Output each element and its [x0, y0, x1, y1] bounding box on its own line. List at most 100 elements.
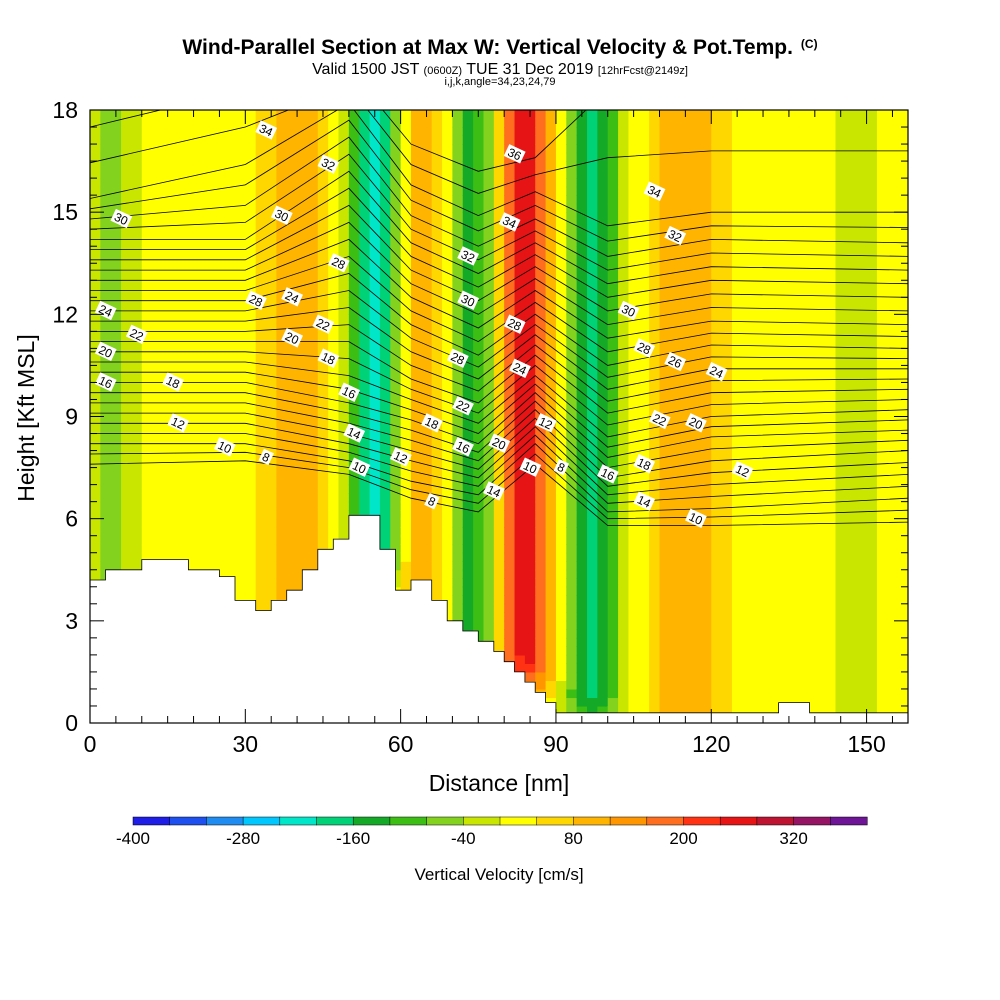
- velocity-cell: [100, 195, 112, 205]
- velocity-cell: [410, 288, 422, 298]
- velocity-cell: [711, 442, 723, 452]
- velocity-cell: [131, 484, 143, 494]
- velocity-cell: [121, 280, 133, 290]
- velocity-cell: [224, 399, 236, 409]
- velocity-cell: [649, 339, 661, 349]
- velocity-cell: [297, 288, 309, 298]
- velocity-cell: [566, 356, 578, 367]
- velocity-cell: [255, 161, 267, 171]
- velocity-cell: [493, 254, 505, 264]
- velocity-cell: [545, 169, 557, 179]
- velocity-cell: [297, 518, 309, 528]
- velocity-cell: [462, 263, 474, 273]
- velocity-cell: [721, 203, 733, 213]
- velocity-cell: [410, 373, 422, 384]
- velocity-cell: [669, 382, 681, 392]
- velocity-cell: [721, 356, 733, 367]
- velocity-cell: [286, 118, 298, 128]
- velocity-cell: [742, 510, 754, 520]
- velocity-cell: [400, 271, 412, 281]
- velocity-cell: [442, 399, 454, 409]
- velocity-cell: [794, 433, 806, 443]
- velocity-cell: [742, 390, 754, 401]
- velocity-cell: [131, 561, 143, 571]
- velocity-cell: [90, 493, 101, 503]
- velocity-cell: [297, 263, 309, 273]
- velocity-cell: [721, 152, 733, 162]
- velocity-cell: [131, 297, 143, 307]
- velocity-cell: [410, 118, 422, 128]
- velocity-cell: [410, 416, 422, 426]
- velocity-cell: [369, 390, 381, 401]
- velocity-cell: [773, 680, 785, 690]
- velocity-cell: [400, 254, 412, 264]
- velocity-cell: [783, 331, 795, 341]
- velocity-cell: [224, 501, 236, 511]
- velocity-cell: [266, 399, 277, 409]
- velocity-cell: [100, 271, 112, 281]
- velocity-cell: [535, 322, 547, 332]
- velocity-cell: [638, 135, 650, 145]
- velocity-cell: [628, 612, 640, 622]
- velocity-cell: [431, 237, 443, 247]
- velocity-cell: [359, 407, 371, 418]
- velocity-cell: [493, 339, 505, 349]
- velocity-cell: [690, 127, 702, 137]
- velocity-cell: [100, 544, 112, 554]
- velocity-cell: [369, 186, 381, 196]
- velocity-cell: [566, 416, 578, 426]
- velocity-cell: [214, 271, 226, 281]
- velocity-cell: [410, 161, 422, 171]
- velocity-cell: [266, 271, 277, 281]
- velocity-cell: [628, 578, 640, 588]
- velocity-cell: [742, 186, 754, 196]
- velocity-cell: [514, 280, 526, 290]
- velocity-cell: [483, 527, 495, 537]
- velocity-cell: [752, 654, 764, 665]
- velocity-cell: [669, 288, 681, 298]
- velocity-cell: [773, 186, 785, 196]
- velocity-cell: [255, 535, 267, 545]
- velocity-cell: [504, 178, 516, 188]
- velocity-cell: [452, 339, 464, 349]
- velocity-cell: [348, 510, 360, 520]
- velocity-cell: [297, 450, 309, 460]
- velocity-cell: [680, 697, 692, 707]
- velocity-cell: [504, 518, 516, 528]
- velocity-cell: [203, 399, 215, 409]
- velocity-cell: [731, 280, 743, 290]
- velocity-cell: [680, 246, 692, 256]
- velocity-cell: [183, 552, 195, 562]
- velocity-cell: [763, 212, 774, 222]
- velocity-cell: [234, 339, 246, 349]
- velocity-cell: [773, 203, 785, 213]
- velocity-cell: [328, 416, 340, 426]
- velocity-cell: [255, 476, 267, 486]
- velocity-cell: [214, 467, 226, 477]
- velocity-cell: [172, 552, 184, 562]
- velocity-cell: [141, 535, 153, 545]
- velocity-cell: [162, 212, 174, 222]
- velocity-cell: [286, 229, 298, 239]
- velocity-cell: [400, 518, 412, 528]
- velocity-cell: [462, 433, 474, 443]
- velocity-cell: [141, 212, 153, 222]
- velocity-cell: [431, 552, 443, 562]
- velocity-cell: [607, 552, 619, 562]
- velocity-cell: [421, 476, 433, 486]
- velocity-cell: [783, 654, 795, 665]
- velocity-cell: [752, 322, 764, 332]
- velocity-cell: [286, 467, 298, 477]
- velocity-cell: [369, 254, 381, 264]
- velocity-cell: [348, 297, 360, 307]
- velocity-cell: [649, 459, 661, 469]
- velocity-cell: [659, 203, 671, 213]
- velocity-cell: [421, 518, 433, 528]
- velocity-cell: [172, 365, 184, 375]
- velocity-cell: [400, 535, 412, 545]
- velocity-cell: [711, 246, 723, 256]
- velocity-cell: [400, 493, 412, 503]
- velocity-cell: [442, 484, 454, 494]
- velocity-cell: [659, 450, 671, 460]
- velocity-cell: [752, 144, 764, 154]
